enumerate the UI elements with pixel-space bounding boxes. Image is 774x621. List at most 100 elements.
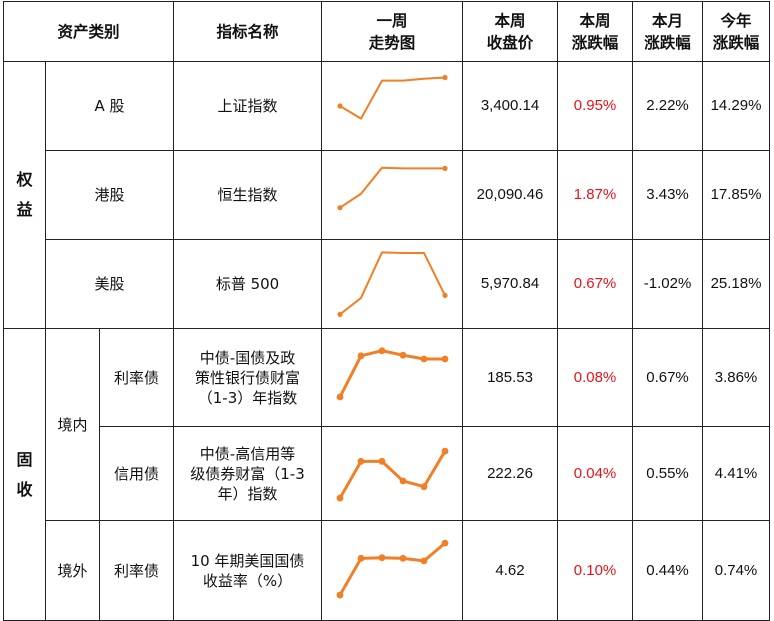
sparkline-point [420,556,427,564]
close-price-cell: 5,970.84 [462,239,559,329]
sparkline-point [357,554,364,562]
week-change-cell: 0.67% [557,239,634,329]
month-change-cell: 0.67% [632,328,704,427]
index-name-line: 中债-国债及政 [199,348,296,367]
sparkline-point [357,457,364,465]
sparkline-series-line [338,76,445,120]
index-name-line: 10 年期美国国债 [190,551,305,570]
sparkline-point [441,355,448,362]
index-name-cell: 10 年期美国国债 收益率（%） [173,520,323,621]
sparkline-point [420,355,427,362]
index-name-cell: 恒生指数 [173,150,323,240]
header-ytd-line2: 涨跌幅 [712,33,760,52]
sparkline-point [378,457,385,465]
sparkline-point [441,74,448,81]
week-change-cell: 0.04% [557,426,634,521]
index-name-line: 级债券财富（1-3 [190,464,305,483]
sparkline-chart [336,539,448,598]
header-week-change: 本周 涨跌幅 [557,1,634,62]
header-ytd-change: 今年 涨跌幅 [702,1,771,62]
group-equity-char2: 益 [16,200,33,219]
sparkline-point [336,103,343,109]
sparkline-chart [336,346,448,400]
close-price-cell: 3,400.14 [462,61,559,151]
header-close-line2: 收盘价 [486,33,534,52]
close-price-cell: 4.62 [462,520,559,621]
sparkline-chart [336,165,448,211]
index-name-line: 中债-高信用等 [199,444,296,463]
sparkline-cell [321,61,464,151]
sparkline-point [399,554,406,562]
group-fixed-income: 固 收 [3,328,46,621]
close-price-cell: 20,090.46 [462,150,559,240]
week-change-cell: 1.87% [557,150,634,240]
sparkline-point [441,165,448,171]
index-name-cell: 中债-高信用等 级债券财富（1-3 年）指数 [173,426,323,521]
header-trend: 一周 走势图 [321,1,464,62]
index-name-line: （1-3）年指数 [197,388,298,407]
header-week-line2: 涨跌幅 [571,33,619,52]
week-change-cell: 0.10% [557,520,634,621]
ytd-change-cell: 17.85% [702,150,771,240]
subclass-cell: 利率债 [98,328,175,427]
month-change-cell: -1.02% [632,239,704,329]
header-index-name: 指标名称 [173,1,323,62]
close-price-cell: 185.53 [462,328,559,427]
group-domestic: 境内 [45,328,100,521]
header-trend-line1: 一周 [376,11,408,30]
header-trend-line2: 走势图 [368,33,416,52]
table-row: 港股 恒生指数 20,090.46 1.87% 3.43% 17.85% [4,150,771,240]
subclass-cell: A 股 [44,61,175,151]
sparkline-cell [321,328,464,427]
index-name-cell: 中债-国债及政 策性银行债财富 （1-3）年指数 [173,328,323,427]
header-row: 资产类别 指标名称 一周 走势图 本周 收盘价 本周 涨跌幅 本月 涨跌幅 今年… [2,1,771,62]
ytd-change-cell: 4.41% [702,426,771,521]
sparkline-point [357,351,364,359]
sparkline-point [399,351,406,359]
sparkline-series-line [338,348,445,398]
subclass-cell: 美股 [44,239,175,329]
index-name-cell: 标普 500 [173,239,323,329]
sparkline-point [441,539,448,547]
ytd-change-cell: 25.18% [702,239,771,329]
header-close: 本周 收盘价 [462,1,559,62]
table-row: 权 益 A 股 上证指数 3,400.14 0.95% 2.22% 14.29% [3,61,771,329]
week-change-cell: 0.95% [557,61,634,151]
table-row: 美股 标普 500 5,970.84 0.67% -1.02% 25.18% [4,239,771,329]
index-name-line: 收益率（%） [202,571,293,590]
group-fixed-income-char2: 收 [16,479,33,499]
subclass-cell: 信用债 [98,426,175,521]
ytd-change-cell: 3.86% [702,328,771,427]
group-fixed-income-char1: 固 [16,449,33,469]
sparkline-chart [336,251,448,317]
group-equity-char1: 权 [16,170,33,189]
close-price-cell: 222.26 [462,426,559,521]
sparkline-series-line [338,166,445,209]
header-month-change: 本月 涨跌幅 [632,1,704,62]
index-name-line: 策性银行债财富 [195,368,301,387]
sparkline-cell [321,239,464,329]
header-week-line1: 本周 [579,11,611,30]
sparkline-point [336,205,343,211]
month-change-cell: 3.43% [632,150,704,240]
sparkline-point [336,311,343,317]
sparkline-point [420,482,427,490]
header-month-line1: 本月 [652,11,684,30]
table-row: 境外 利率债 10 年期美国国债 收益率（%） 4.62 0.10% 0.44%… [4,520,771,621]
table-row: 固 收 境内 利率债 中债-国债及政 策性银行债财富 （1-3）年指数 185.… [3,328,771,621]
sparkline-point [336,494,343,501]
sparkline-chart [336,74,448,120]
sparkline-point [441,447,448,455]
ytd-change-cell: 14.29% [702,61,771,151]
sparkline-cell [321,426,464,521]
sparkline-point [378,553,385,561]
subclass-cell: 利率债 [98,520,175,621]
sparkline-cell [321,520,464,621]
sparkline-series-line [338,449,446,499]
sparkline-point [441,292,448,298]
sparkline-point [336,591,343,598]
sparkline-point [378,346,385,354]
subclass-cell: 港股 [44,150,175,240]
group-overseas: 境外 [45,520,100,621]
